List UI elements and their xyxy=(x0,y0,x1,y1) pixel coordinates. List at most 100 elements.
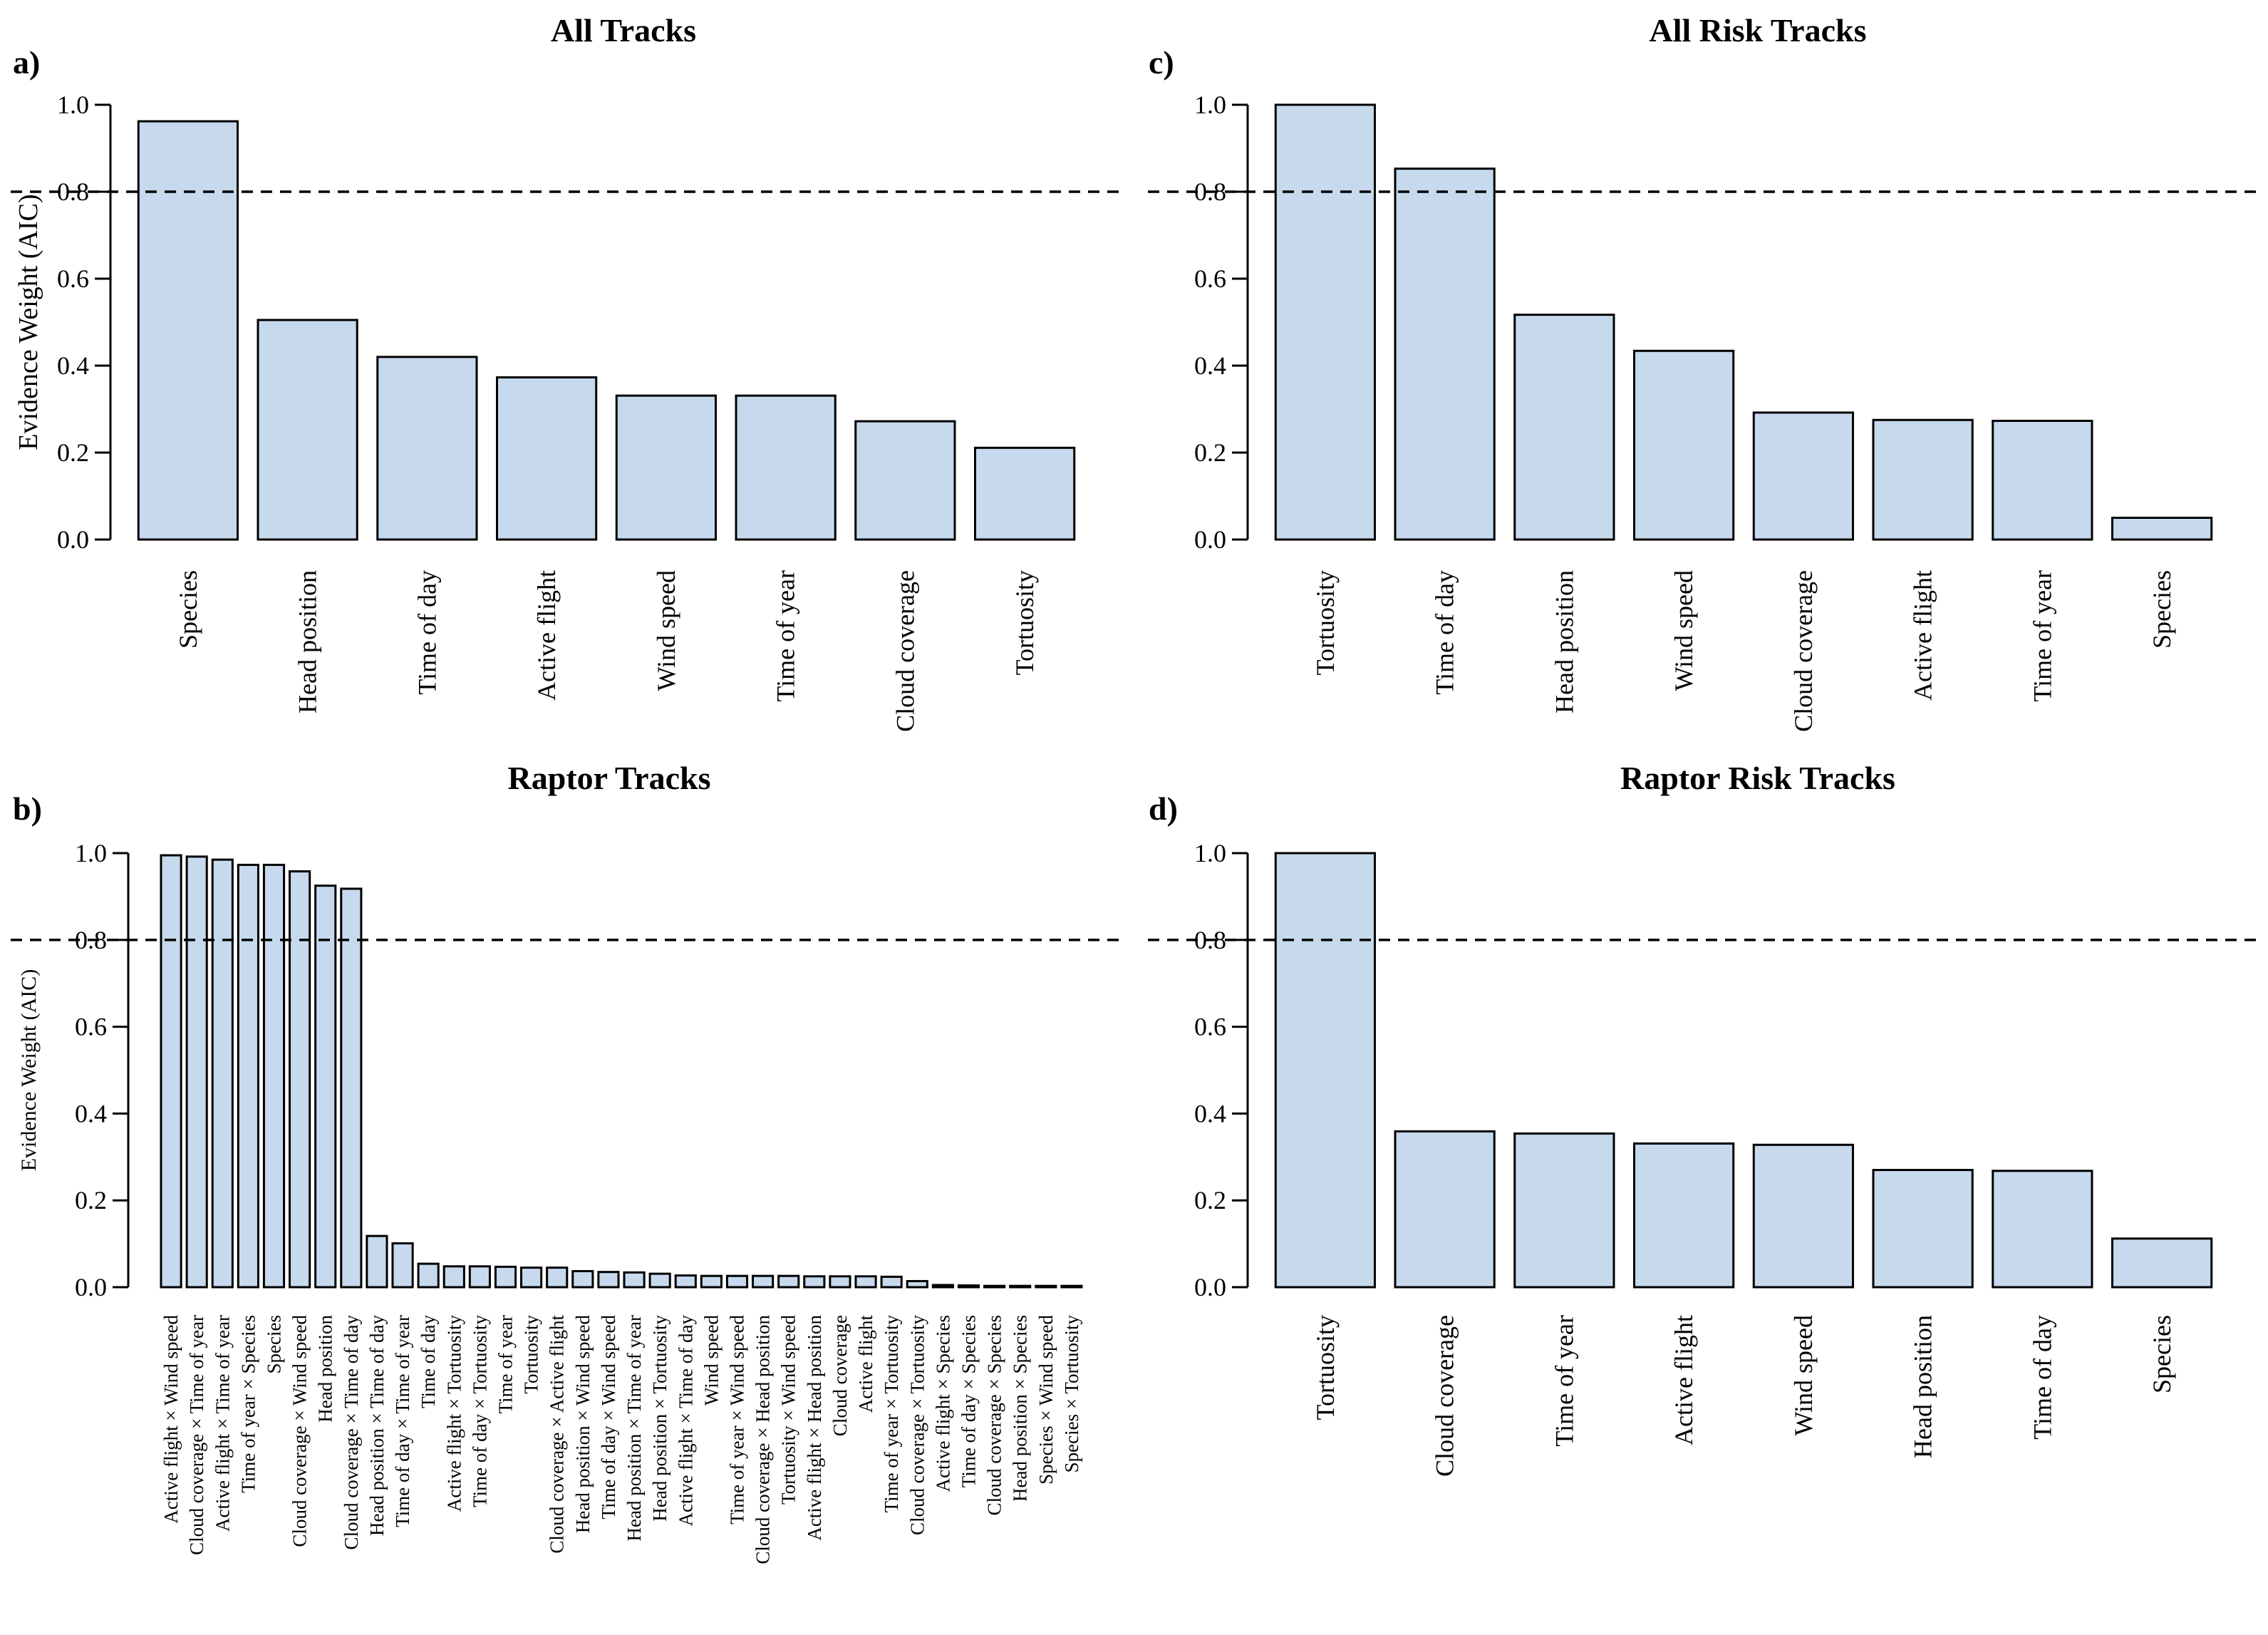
bar-b-31 xyxy=(957,1284,980,1289)
chart-panel-a: All Tracks a) Evidence Weight (AIC) 0.0 0.2 0… xyxy=(11,12,1124,732)
x-tick-label: Cloud coverage × Time of year xyxy=(186,1315,207,1555)
bar-a-5 xyxy=(735,394,837,541)
x-tick-label: Head position × Time of day xyxy=(366,1315,388,1536)
bar-b-9 xyxy=(391,1242,414,1289)
bar-a-3 xyxy=(496,376,598,541)
bar-c-6 xyxy=(1992,419,2093,541)
bar-b-19 xyxy=(648,1272,671,1289)
bar-c-7 xyxy=(2111,517,2213,541)
y-tick-label: 1.0 xyxy=(75,839,107,867)
bar-b-4 xyxy=(262,863,286,1289)
y-tick-label: 0.6 xyxy=(1194,264,1226,293)
chart-title: Raptor Tracks xyxy=(508,760,711,796)
y-tick-label: 1.0 xyxy=(1194,91,1226,119)
x-tick-label: Species xyxy=(2148,1315,2176,1393)
bar-b-0 xyxy=(160,854,182,1289)
bar-b-18 xyxy=(623,1271,646,1289)
bar-d-3 xyxy=(1633,1142,1735,1289)
x-tick-label: Active flight × Head position xyxy=(804,1315,825,1541)
y-tick-label: 0.4 xyxy=(1194,351,1226,380)
x-tick-label: Tortuosity xyxy=(1311,570,1340,675)
y-tick-label: 0.2 xyxy=(57,438,89,467)
x-tick-label: Time of year × Species xyxy=(237,1315,259,1493)
x-tick-label: Head position × Time of year xyxy=(623,1315,645,1541)
x-tick-label: Head position xyxy=(1909,1315,1937,1458)
y-tick-label: 0.0 xyxy=(57,525,89,554)
x-tick-label: Time of year xyxy=(2028,570,2056,702)
chart-title: All Risk Tracks xyxy=(1649,12,1866,48)
bar-b-22 xyxy=(725,1274,749,1289)
x-tick-label: Active flight × Wind speed xyxy=(160,1315,182,1524)
x-tick-label: Time of day × Wind speed xyxy=(598,1315,619,1520)
x-tick-label: Head position xyxy=(315,1315,336,1423)
bar-b-7 xyxy=(340,887,363,1289)
bar-b-33 xyxy=(1009,1284,1032,1289)
x-tick-label: Time of year xyxy=(772,570,800,702)
bar-b-20 xyxy=(674,1274,697,1289)
x-tick-label: Tortuosity xyxy=(1010,570,1039,675)
bar-b-24 xyxy=(777,1274,800,1289)
bar-b-1 xyxy=(185,855,208,1289)
y-tick-label: 0.6 xyxy=(75,1013,107,1041)
bar-b-12 xyxy=(468,1265,491,1289)
x-tick-label: Time of day xyxy=(418,1315,439,1409)
x-tick-label: Cloud coverage xyxy=(829,1315,851,1436)
bar-b-15 xyxy=(546,1267,569,1289)
bar-b-29 xyxy=(906,1279,928,1289)
bar-d-7 xyxy=(2111,1237,2213,1289)
bar-c-5 xyxy=(1872,418,1974,541)
x-tick-label: Species × Tortuosity xyxy=(1061,1315,1082,1473)
x-tick-label: Tortuosity xyxy=(521,1315,542,1394)
y-tick-label: 0.0 xyxy=(1194,525,1226,554)
x-tick-label: Time of year × Wind speed xyxy=(727,1315,748,1525)
x-tick-label: Cloud coverage × Tortuosity xyxy=(906,1315,928,1536)
x-tick-label: Cloud coverage xyxy=(891,570,919,732)
bar-c-3 xyxy=(1633,349,1735,541)
bar-b-35 xyxy=(1060,1284,1083,1289)
x-tick-label: Active flight xyxy=(1669,1315,1698,1445)
x-tick-label: Species xyxy=(2148,570,2176,649)
bar-a-6 xyxy=(854,420,956,541)
x-tick-label: Time of year xyxy=(1550,1315,1578,1447)
x-tick-label: Cloud coverage xyxy=(1431,1315,1459,1477)
bar-b-5 xyxy=(289,870,311,1289)
y-tick-label: 0.0 xyxy=(75,1273,107,1301)
bar-b-16 xyxy=(571,1269,594,1289)
x-tick-label: Time of day xyxy=(2028,1315,2056,1440)
bar-a-7 xyxy=(974,446,1076,541)
y-tick-label: 1.0 xyxy=(57,91,89,119)
x-tick-label: Time of day xyxy=(413,570,441,695)
x-tick-label: Cloud coverage × Species xyxy=(984,1315,1005,1515)
bar-b-3 xyxy=(237,863,259,1289)
x-tick-label: Head position × Species xyxy=(1010,1315,1031,1502)
x-tick-label: Active flight xyxy=(855,1315,876,1413)
bar-a-4 xyxy=(615,394,717,541)
bar-c-0 xyxy=(1274,103,1376,541)
bar-b-32 xyxy=(983,1284,1006,1289)
chart-title: Raptor Risk Tracks xyxy=(1620,760,1895,796)
x-tick-label: Time of day × Time of year xyxy=(392,1315,413,1527)
x-tick-label: Tortuosity × Wind speed xyxy=(778,1315,799,1505)
x-tick-label: Cloud coverage × Active flight xyxy=(547,1315,568,1554)
y-tick-label: 0.2 xyxy=(1194,1186,1226,1214)
y-tick-label: 1.0 xyxy=(1194,839,1226,867)
bar-b-14 xyxy=(520,1267,543,1289)
bar-b-11 xyxy=(442,1265,465,1289)
x-tick-label: Active flight × Species xyxy=(932,1315,953,1492)
panel-letter: b) xyxy=(13,790,42,827)
x-tick-label: Wind speed xyxy=(1789,1315,1818,1436)
x-tick-label: Wind speed xyxy=(1669,570,1698,691)
x-tick-label: Time of year xyxy=(495,1315,517,1413)
x-tick-label: Cloud coverage × Head position xyxy=(752,1315,774,1564)
x-tick-label: Cloud coverage xyxy=(1789,570,1818,732)
bar-b-26 xyxy=(829,1275,851,1289)
panel-letter: c) xyxy=(1149,44,1174,81)
panel-letter: d) xyxy=(1149,790,1178,827)
chart-panel-b: Raptor Tracks b) Evidence Weight (AIC) 0.0 0… xyxy=(11,760,1124,1564)
x-tick-label: Head position xyxy=(294,570,322,713)
x-tick-label: Species × Wind speed xyxy=(1035,1315,1057,1485)
bar-b-17 xyxy=(597,1271,620,1289)
x-tick-label: Active flight xyxy=(532,570,561,701)
x-tick-label: Head position × Tortuosity xyxy=(649,1315,670,1522)
bar-d-5 xyxy=(1872,1169,1974,1289)
